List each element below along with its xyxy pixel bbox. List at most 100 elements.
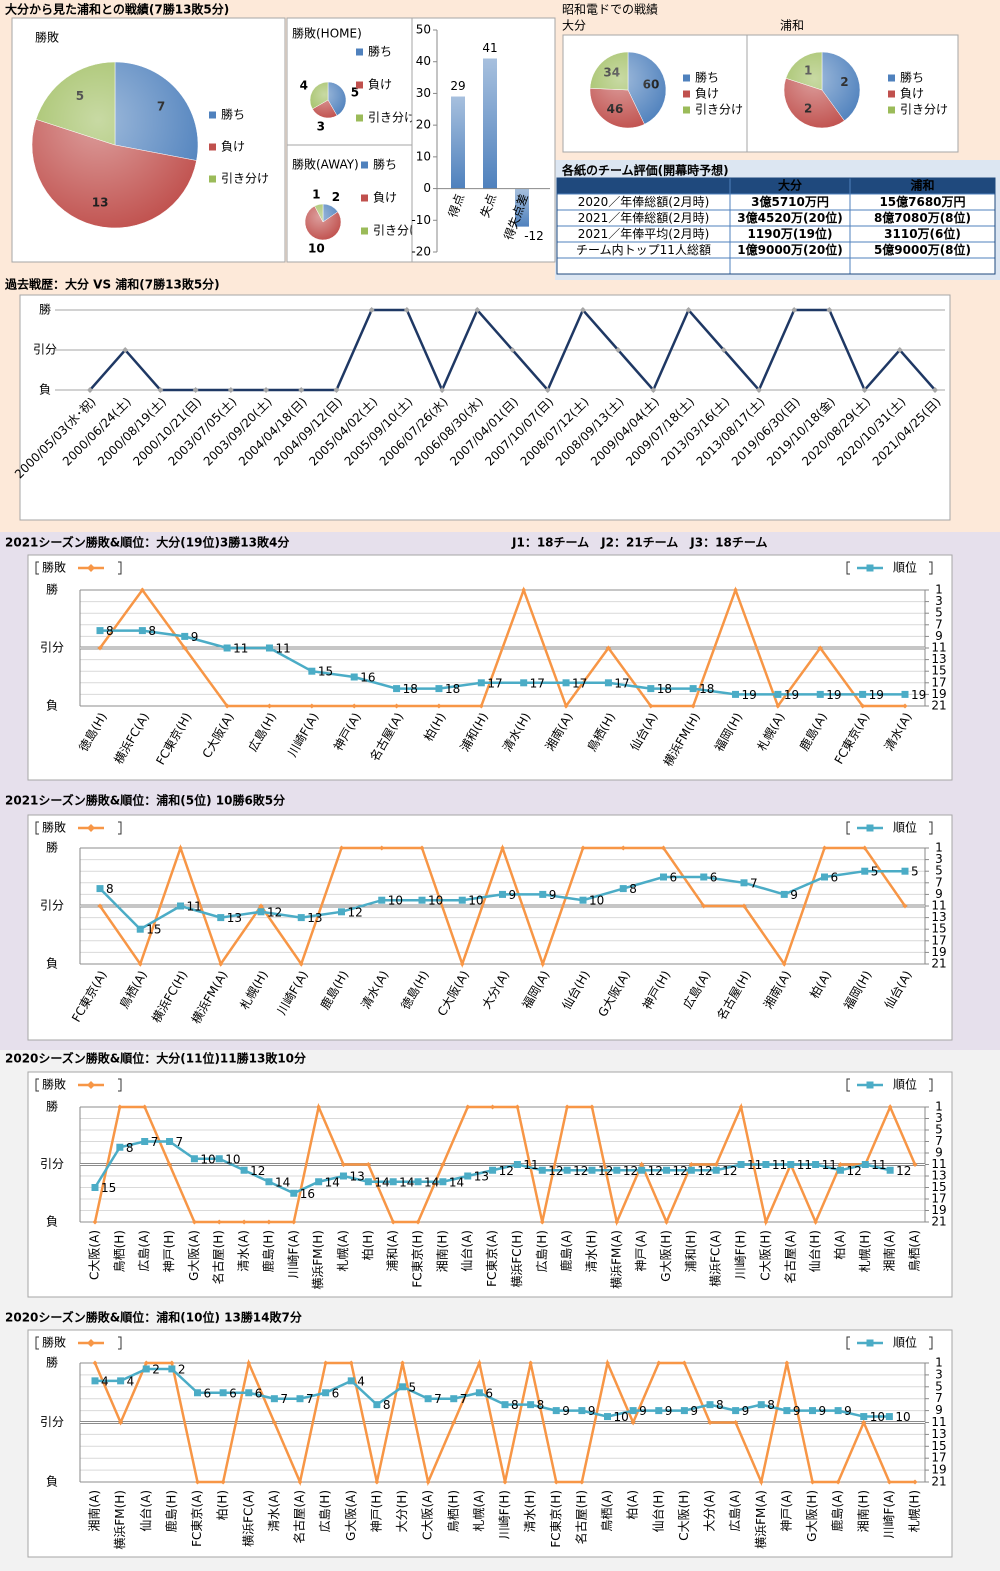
- rank-marker: [861, 867, 869, 875]
- x-tick-label: 鹿島(H): [260, 1230, 275, 1272]
- slice-label: 1: [312, 187, 320, 201]
- rank-marker: [740, 879, 748, 887]
- y-tick-label: 40: [416, 54, 431, 68]
- y2-tick-label: 7: [935, 1391, 943, 1405]
- y-tick-label: 負: [46, 957, 58, 971]
- result-marker: [784, 1360, 790, 1366]
- section-title: J1：18チーム J2：21チーム J3：18チーム: [511, 536, 767, 550]
- result-marker: [323, 1360, 329, 1366]
- rank-marker: [538, 1166, 546, 1174]
- rank-marker: [732, 1407, 740, 1415]
- result-marker: [216, 1219, 222, 1225]
- point-marker: [932, 387, 938, 393]
- rank-label: 11: [187, 900, 202, 914]
- legend-marker: [87, 1081, 95, 1089]
- x-tick-label: 清水(H): [584, 1230, 598, 1272]
- x-tick-label: 札幌(H): [907, 1490, 922, 1532]
- legend-label: 順位: [893, 1077, 917, 1092]
- legend-marker: [866, 564, 874, 572]
- rank-line: [100, 629, 905, 696]
- x-tick-label: 仙台(H): [807, 1230, 822, 1272]
- rank-label: 10: [614, 1410, 629, 1424]
- legend-swatch: [683, 74, 690, 82]
- legend-label: 負け: [368, 78, 392, 92]
- rank-label: 10: [895, 1410, 910, 1424]
- chart-title: 2020シーズン勝敗&順位：浦和(10位) 13勝14敗7分: [5, 1310, 302, 1325]
- value-label: 29: [450, 79, 465, 93]
- x-tick-label: 名古屋(H): [211, 1230, 226, 1284]
- rank-marker: [219, 1389, 227, 1397]
- result-marker: [390, 1219, 396, 1225]
- y2-tick-label: 11: [931, 1415, 946, 1429]
- result-marker: [440, 1162, 446, 1167]
- pie-title: 浦和: [780, 19, 804, 33]
- rank-marker: [373, 1401, 381, 1409]
- result-marker: [348, 1360, 354, 1366]
- rank-marker: [418, 896, 426, 904]
- rank-marker: [629, 1407, 637, 1415]
- result-marker: [97, 903, 103, 909]
- result-marker: [733, 587, 739, 593]
- table-cell: 3億5710万円: [751, 194, 829, 209]
- chart-frame: [27, 554, 953, 781]
- legend-swatch: [209, 111, 216, 119]
- result-marker: [902, 703, 908, 709]
- legend-label: 勝敗: [42, 1335, 66, 1350]
- rank-label: 12: [499, 1164, 514, 1178]
- y2-tick-label: 11: [931, 641, 946, 655]
- rank-marker: [604, 679, 612, 687]
- result-marker: [218, 961, 224, 967]
- legend-label: 勝敗: [42, 560, 66, 575]
- legend-bracket: [35, 1336, 39, 1350]
- result-marker: [379, 845, 385, 851]
- legend-bracket: [846, 561, 850, 575]
- point-marker: [227, 387, 234, 393]
- rank-label: 5: [911, 865, 919, 879]
- result-marker: [810, 1479, 815, 1485]
- legend-marker: [866, 1339, 874, 1347]
- rank-marker: [223, 644, 231, 652]
- rank-marker: [414, 1178, 422, 1186]
- result-marker: [528, 1360, 534, 1366]
- legend-bracket: [35, 561, 39, 575]
- result-marker: [97, 645, 103, 651]
- rank-marker: [821, 873, 828, 881]
- rank-label: 12: [548, 1164, 563, 1178]
- result-marker: [425, 1479, 431, 1485]
- result-marker: [713, 1162, 719, 1167]
- legend-label: 勝敗: [42, 1077, 66, 1092]
- pie-title: 大分: [562, 19, 586, 33]
- result-marker: [246, 1360, 252, 1366]
- legend-swatch: [888, 106, 895, 114]
- y2-tick-label: 3: [935, 852, 943, 866]
- legend-swatch: [356, 48, 363, 56]
- result-marker: [690, 703, 696, 709]
- x-tick-label: 清水(H): [523, 1490, 537, 1532]
- rank-label: 12: [623, 1164, 638, 1178]
- slice-label: 4: [300, 79, 308, 93]
- y2-tick-label: 13: [931, 1427, 946, 1441]
- rank-marker: [501, 1401, 509, 1409]
- rank-label: 19: [784, 688, 799, 702]
- result-marker: [478, 703, 484, 709]
- table-cell: 5億9000万(8位): [874, 242, 971, 257]
- rank-label: 9: [588, 1404, 596, 1418]
- x-tick-label: 鳥栖(A): [907, 1230, 922, 1272]
- result-marker: [886, 1479, 892, 1485]
- rank-label: 6: [831, 871, 839, 885]
- y-tick-label: 勝: [46, 1099, 58, 1114]
- point-marker: [755, 387, 762, 393]
- legend-bracket: [118, 1078, 122, 1092]
- x-tick-label: 仙台(H): [650, 1490, 665, 1532]
- result-marker: [142, 1104, 148, 1110]
- rank-marker: [138, 627, 146, 635]
- rank-marker: [96, 627, 104, 635]
- rank-marker: [539, 890, 547, 898]
- result-marker: [291, 1219, 297, 1225]
- rank-marker: [737, 1161, 745, 1168]
- rank-label: 14: [275, 1175, 290, 1189]
- rank-label: 8: [106, 882, 114, 896]
- x-tick-label: 柏(A): [625, 1490, 640, 1520]
- table-cell: 3110万(6位): [884, 226, 961, 241]
- result-marker: [589, 1104, 595, 1110]
